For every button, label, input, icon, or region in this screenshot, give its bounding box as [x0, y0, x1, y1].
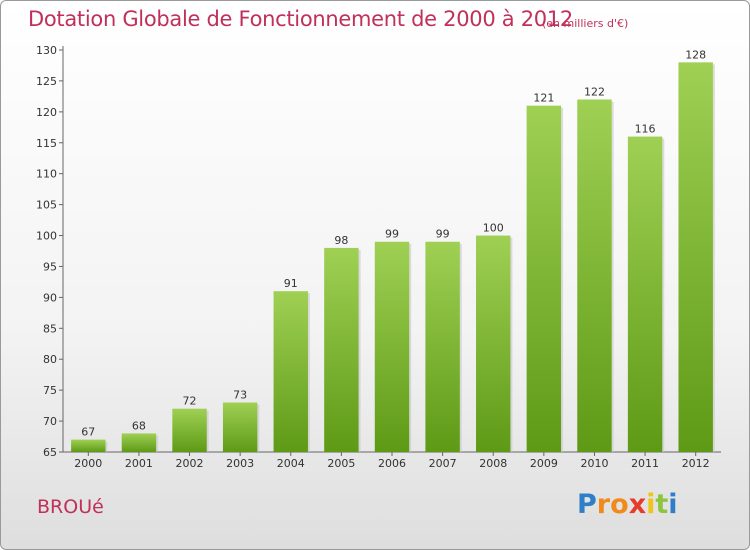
x-tick-label: 2000	[74, 457, 102, 470]
x-tick-label: 2008	[479, 457, 507, 470]
y-tick-label: 85	[43, 322, 57, 335]
bar-2001	[121, 433, 157, 452]
value-label: 116	[635, 123, 656, 136]
chart-title: Dotation Globale de Fonctionnement de 20…	[28, 7, 573, 31]
x-tick-label: 2012	[682, 457, 710, 470]
logo-letter: i	[646, 489, 656, 520]
value-label: 91	[284, 277, 298, 290]
logo-letter: i	[668, 489, 678, 520]
logo-letter: r	[596, 489, 611, 520]
value-label: 99	[385, 228, 399, 241]
y-tick-label: 120	[36, 106, 57, 119]
bar-2010	[577, 99, 612, 452]
bar-2011	[627, 136, 663, 453]
y-tick-label: 95	[43, 260, 57, 273]
value-label: 98	[334, 234, 348, 247]
value-label: 67	[81, 426, 95, 439]
y-tick-label: 115	[36, 137, 57, 150]
logo-letter: o	[610, 489, 629, 520]
logo-letter: t	[655, 489, 669, 520]
value-label: 72	[183, 395, 197, 408]
y-tick-label: 65	[43, 446, 57, 459]
bar-2012	[678, 62, 713, 452]
bar-2004	[273, 291, 308, 452]
x-tick-label: 2004	[277, 457, 305, 470]
x-tick-label: 2002	[176, 457, 204, 470]
y-tick-label: 130	[36, 44, 57, 57]
y-tick-label: 125	[36, 75, 57, 88]
x-tick-label: 2010	[580, 457, 608, 470]
value-label: 100	[483, 222, 504, 235]
value-label: 121	[533, 92, 554, 105]
y-tick-label: 90	[43, 291, 57, 304]
x-tick-label: 2001	[125, 457, 153, 470]
value-label: 73	[233, 389, 247, 402]
x-axis: 2000 2001 2002 2003 2004 2005 2006 2007 2008 2009…	[63, 451, 721, 470]
logo-letter: P	[577, 489, 597, 520]
bar-2005	[324, 247, 359, 452]
y-tick-label: 80	[43, 353, 57, 366]
y-tick-label: 105	[36, 199, 57, 212]
y-tick-label: 70	[43, 415, 57, 428]
bar-2003	[222, 402, 258, 452]
y-axis: 65 70 75 80 85 90 95 100 105 110 115 120 125 130	[36, 44, 64, 459]
chart-subtitle: (en milliers d'€)	[542, 17, 629, 30]
x-tick-label: 2009	[530, 457, 558, 470]
bar-2009	[526, 105, 562, 453]
x-tick-label: 2011	[631, 457, 659, 470]
x-tick-label: 2003	[226, 457, 254, 470]
bar-2006	[374, 241, 410, 452]
value-label: 128	[685, 48, 706, 61]
bar-2002	[172, 408, 207, 452]
logo-letter: x	[628, 489, 647, 520]
x-tick-label: 2005	[327, 457, 355, 470]
bar-2008	[476, 235, 511, 452]
value-label: 122	[584, 85, 605, 98]
bar-2000	[71, 439, 106, 452]
x-tick-label: 2007	[429, 457, 457, 470]
commune-name: BROUé	[37, 496, 104, 518]
y-tick-label: 110	[36, 168, 57, 181]
value-label: 99	[436, 228, 450, 241]
proxiti-logo[interactable]: Proxiti	[577, 489, 678, 520]
y-tick-label: 100	[36, 230, 57, 243]
x-tick-label: 2006	[378, 457, 406, 470]
bar-2007	[425, 241, 460, 452]
y-tick-label: 75	[43, 384, 57, 397]
bars: 67 68 72 73 91 98 99 99 100 121 122 116 128	[71, 48, 715, 453]
value-label: 68	[132, 419, 146, 432]
